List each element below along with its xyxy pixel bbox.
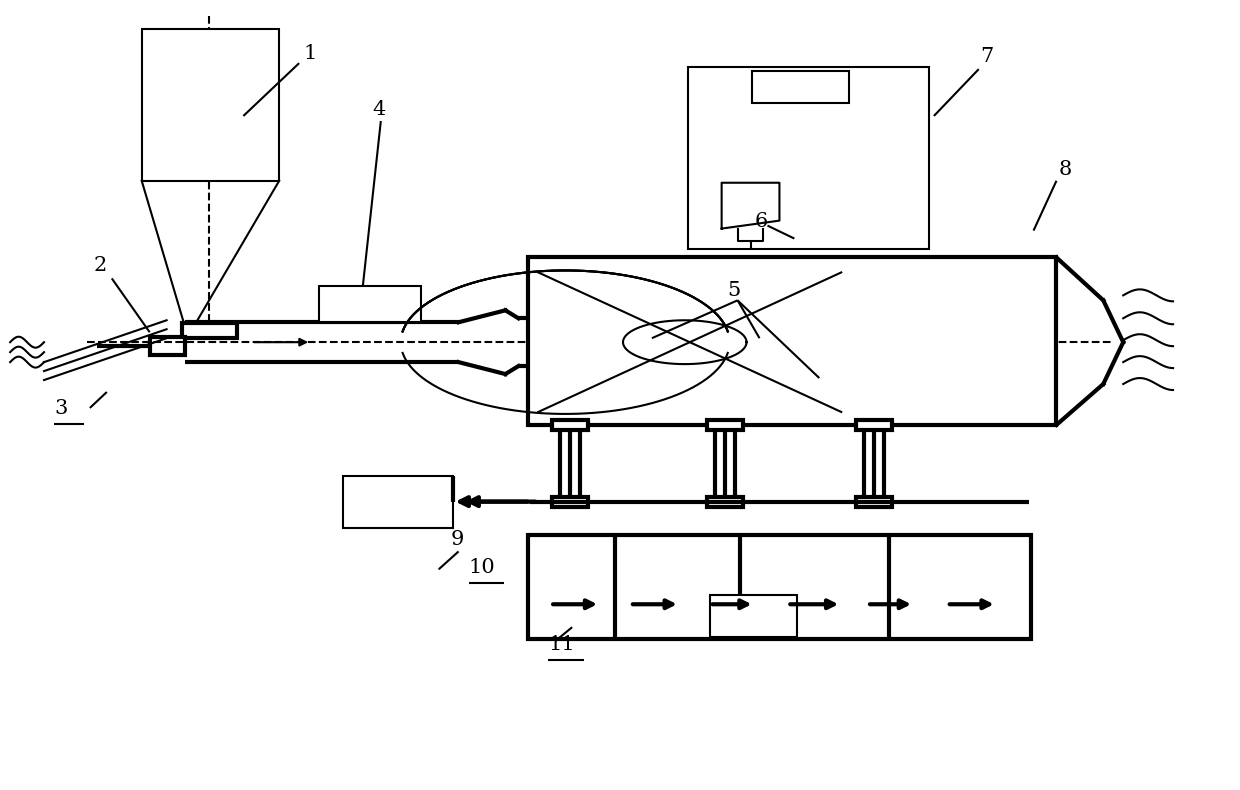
- Text: 3: 3: [55, 399, 67, 418]
- Text: 5: 5: [728, 281, 740, 300]
- Bar: [528, 258, 1056, 425]
- Bar: [150, 337, 185, 356]
- Bar: [707, 420, 743, 430]
- Bar: [141, 29, 279, 181]
- Bar: [343, 476, 453, 528]
- Bar: [552, 497, 588, 506]
- Bar: [319, 287, 420, 322]
- Bar: [181, 323, 237, 338]
- Text: 1: 1: [303, 44, 316, 63]
- Text: 2: 2: [94, 257, 107, 276]
- Text: 8: 8: [1059, 160, 1071, 179]
- Bar: [688, 67, 929, 249]
- Bar: [528, 535, 1030, 639]
- Text: 9: 9: [450, 530, 464, 550]
- Text: 4: 4: [373, 100, 386, 119]
- Text: 11: 11: [548, 635, 575, 654]
- Bar: [856, 497, 892, 506]
- Text: 10: 10: [469, 559, 495, 577]
- Text: 6: 6: [754, 212, 768, 231]
- Bar: [552, 420, 588, 430]
- Text: 7: 7: [981, 47, 994, 66]
- Bar: [707, 497, 743, 506]
- Bar: [751, 71, 849, 103]
- Bar: [709, 596, 797, 638]
- Bar: [856, 420, 892, 430]
